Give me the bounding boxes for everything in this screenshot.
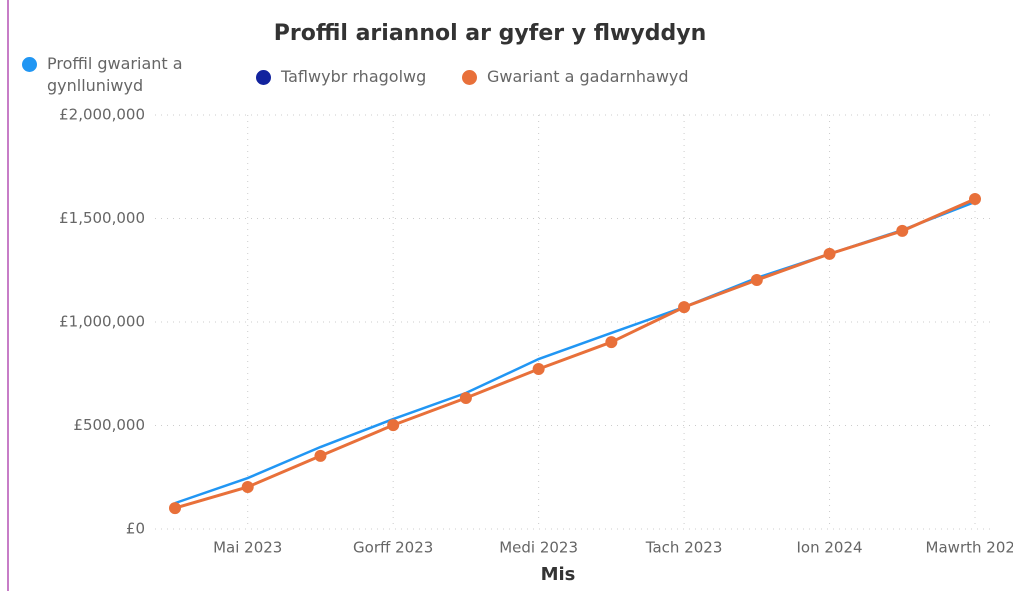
legend-item: Proffil gwariant a gynlluniwyd: [22, 53, 192, 97]
legend-label: Gwariant a gadarnhawyd: [487, 67, 689, 86]
point: [750, 273, 763, 286]
point: [387, 419, 400, 432]
y-tick-label: £1,000,000: [59, 313, 145, 331]
point: [314, 449, 327, 462]
legend-item: Gwariant a gadarnhawyd: [462, 66, 762, 88]
x-tick-label: Mawrth 2024: [926, 539, 1013, 557]
legend-swatch: [462, 70, 477, 85]
y-tick-label: £500,000: [73, 416, 145, 434]
y-tick-label: £0: [126, 520, 145, 538]
legend-swatch: [256, 70, 271, 85]
point: [459, 391, 472, 404]
point: [241, 480, 254, 493]
legend-label: Taflwybr rhagolwg: [281, 67, 427, 86]
point: [823, 247, 836, 260]
y-tick-label: £2,000,000: [59, 106, 145, 124]
x-tick-label: Mai 2023: [213, 539, 282, 557]
x-tick-label: Tach 2023: [645, 539, 723, 557]
point: [532, 362, 545, 375]
point: [169, 502, 181, 515]
chart-title: Proffil ariannol ar gyfer y flwyddyn: [274, 21, 706, 46]
legend-item: Taflwybr rhagolwg: [256, 66, 476, 88]
series-line: [174, 197, 976, 510]
x-tick-label: Medi 2023: [499, 539, 578, 557]
x-axis-title: Mis: [541, 564, 576, 585]
y-tick-label: £1,500,000: [59, 209, 145, 227]
point: [969, 193, 981, 206]
x-tick-label: Ion 2024: [797, 539, 863, 557]
legend-swatch: [22, 57, 37, 72]
x-tick-label: Gorff 2023: [353, 539, 433, 557]
legend-label: Proffil gwariant a gynlluniwyd: [47, 54, 183, 95]
point: [678, 301, 691, 314]
point: [896, 224, 909, 237]
point: [605, 336, 618, 349]
